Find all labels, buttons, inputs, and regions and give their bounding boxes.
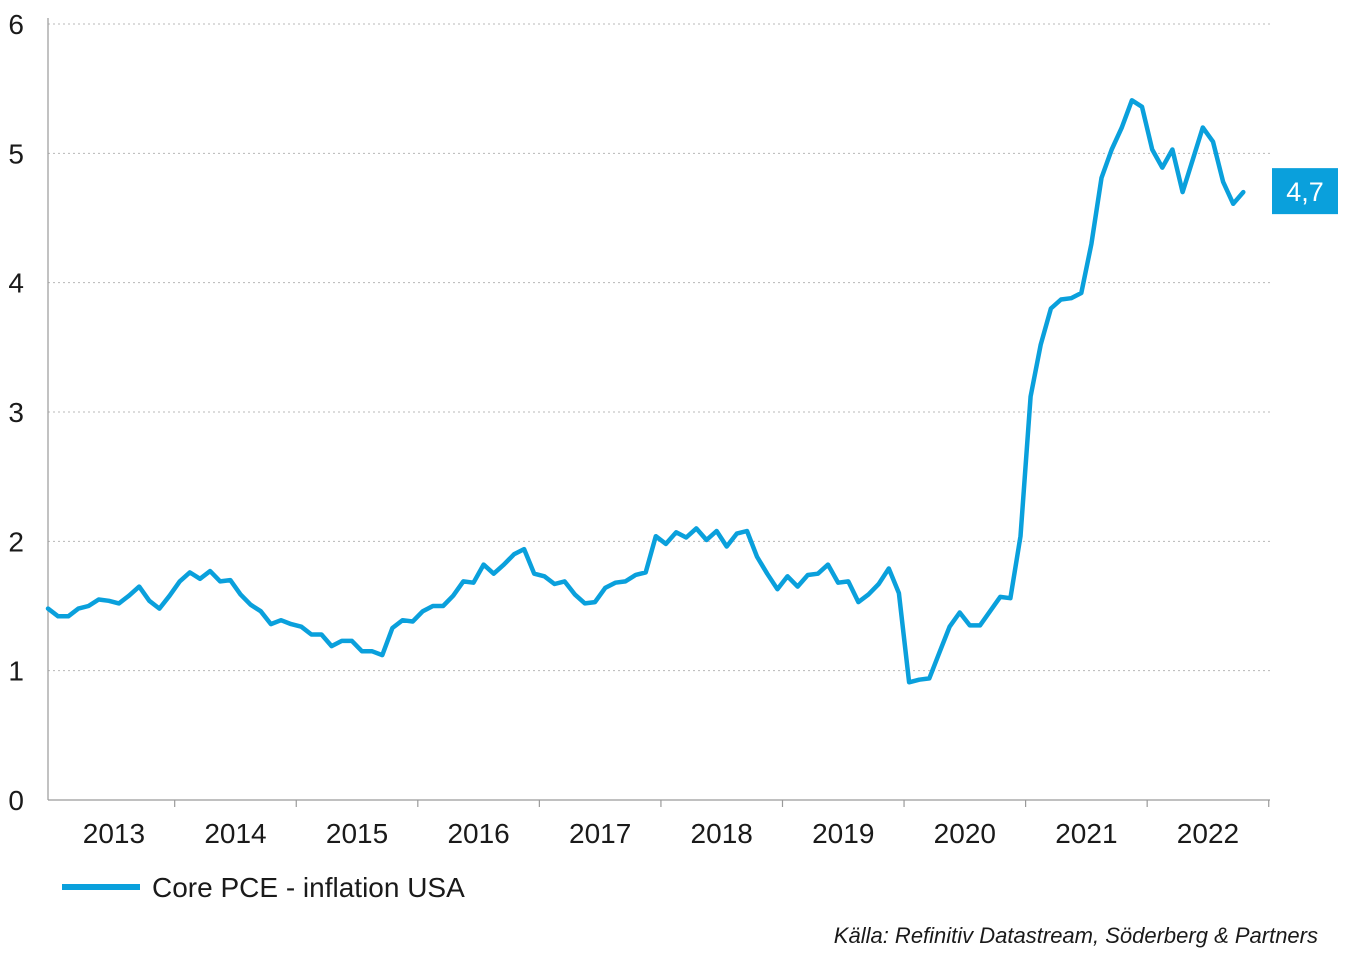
y-tick-label: 1 — [8, 656, 24, 687]
series-group — [45, 98, 1246, 685]
x-tick-label: 2018 — [691, 818, 753, 849]
x-tick-label: 2022 — [1177, 818, 1239, 849]
y-tick-label: 3 — [8, 397, 24, 428]
y-tick-label: 5 — [8, 138, 24, 169]
legend: Core PCE - inflation USA — [62, 872, 465, 903]
x-tick-label: 2016 — [447, 818, 509, 849]
horizontal-gridlines — [48, 23, 1270, 672]
last-value-box — [1272, 168, 1338, 215]
x-tick-label: 2015 — [326, 818, 388, 849]
x-tick-label: 2020 — [934, 818, 996, 849]
series-line-core-pce — [45, 98, 1246, 685]
last-value-text: 4,7 — [1286, 177, 1324, 207]
legend-label: Core PCE - inflation USA — [152, 872, 465, 903]
source-note: Källa: Refinitiv Datastream, Söderberg &… — [834, 923, 1318, 948]
x-axis: 2013 2014 2015 2016 2017 2018 2019 2020 2021 2022 — [48, 799, 1270, 849]
y-tick-label: 2 — [8, 526, 24, 557]
y-tick-label: 0 — [8, 785, 24, 816]
last-value-label: 4,7 — [1272, 168, 1338, 215]
y-axis: 0 1 2 3 4 5 6 — [8, 9, 49, 816]
x-tick-label: 2017 — [569, 818, 631, 849]
x-tick-label: 2021 — [1055, 818, 1117, 849]
y-tick-label: 4 — [8, 268, 24, 299]
x-tick-label: 2014 — [204, 818, 266, 849]
x-tick-label: 2013 — [83, 818, 145, 849]
x-tick-label: 2019 — [812, 818, 874, 849]
y-tick-label: 6 — [8, 9, 24, 40]
